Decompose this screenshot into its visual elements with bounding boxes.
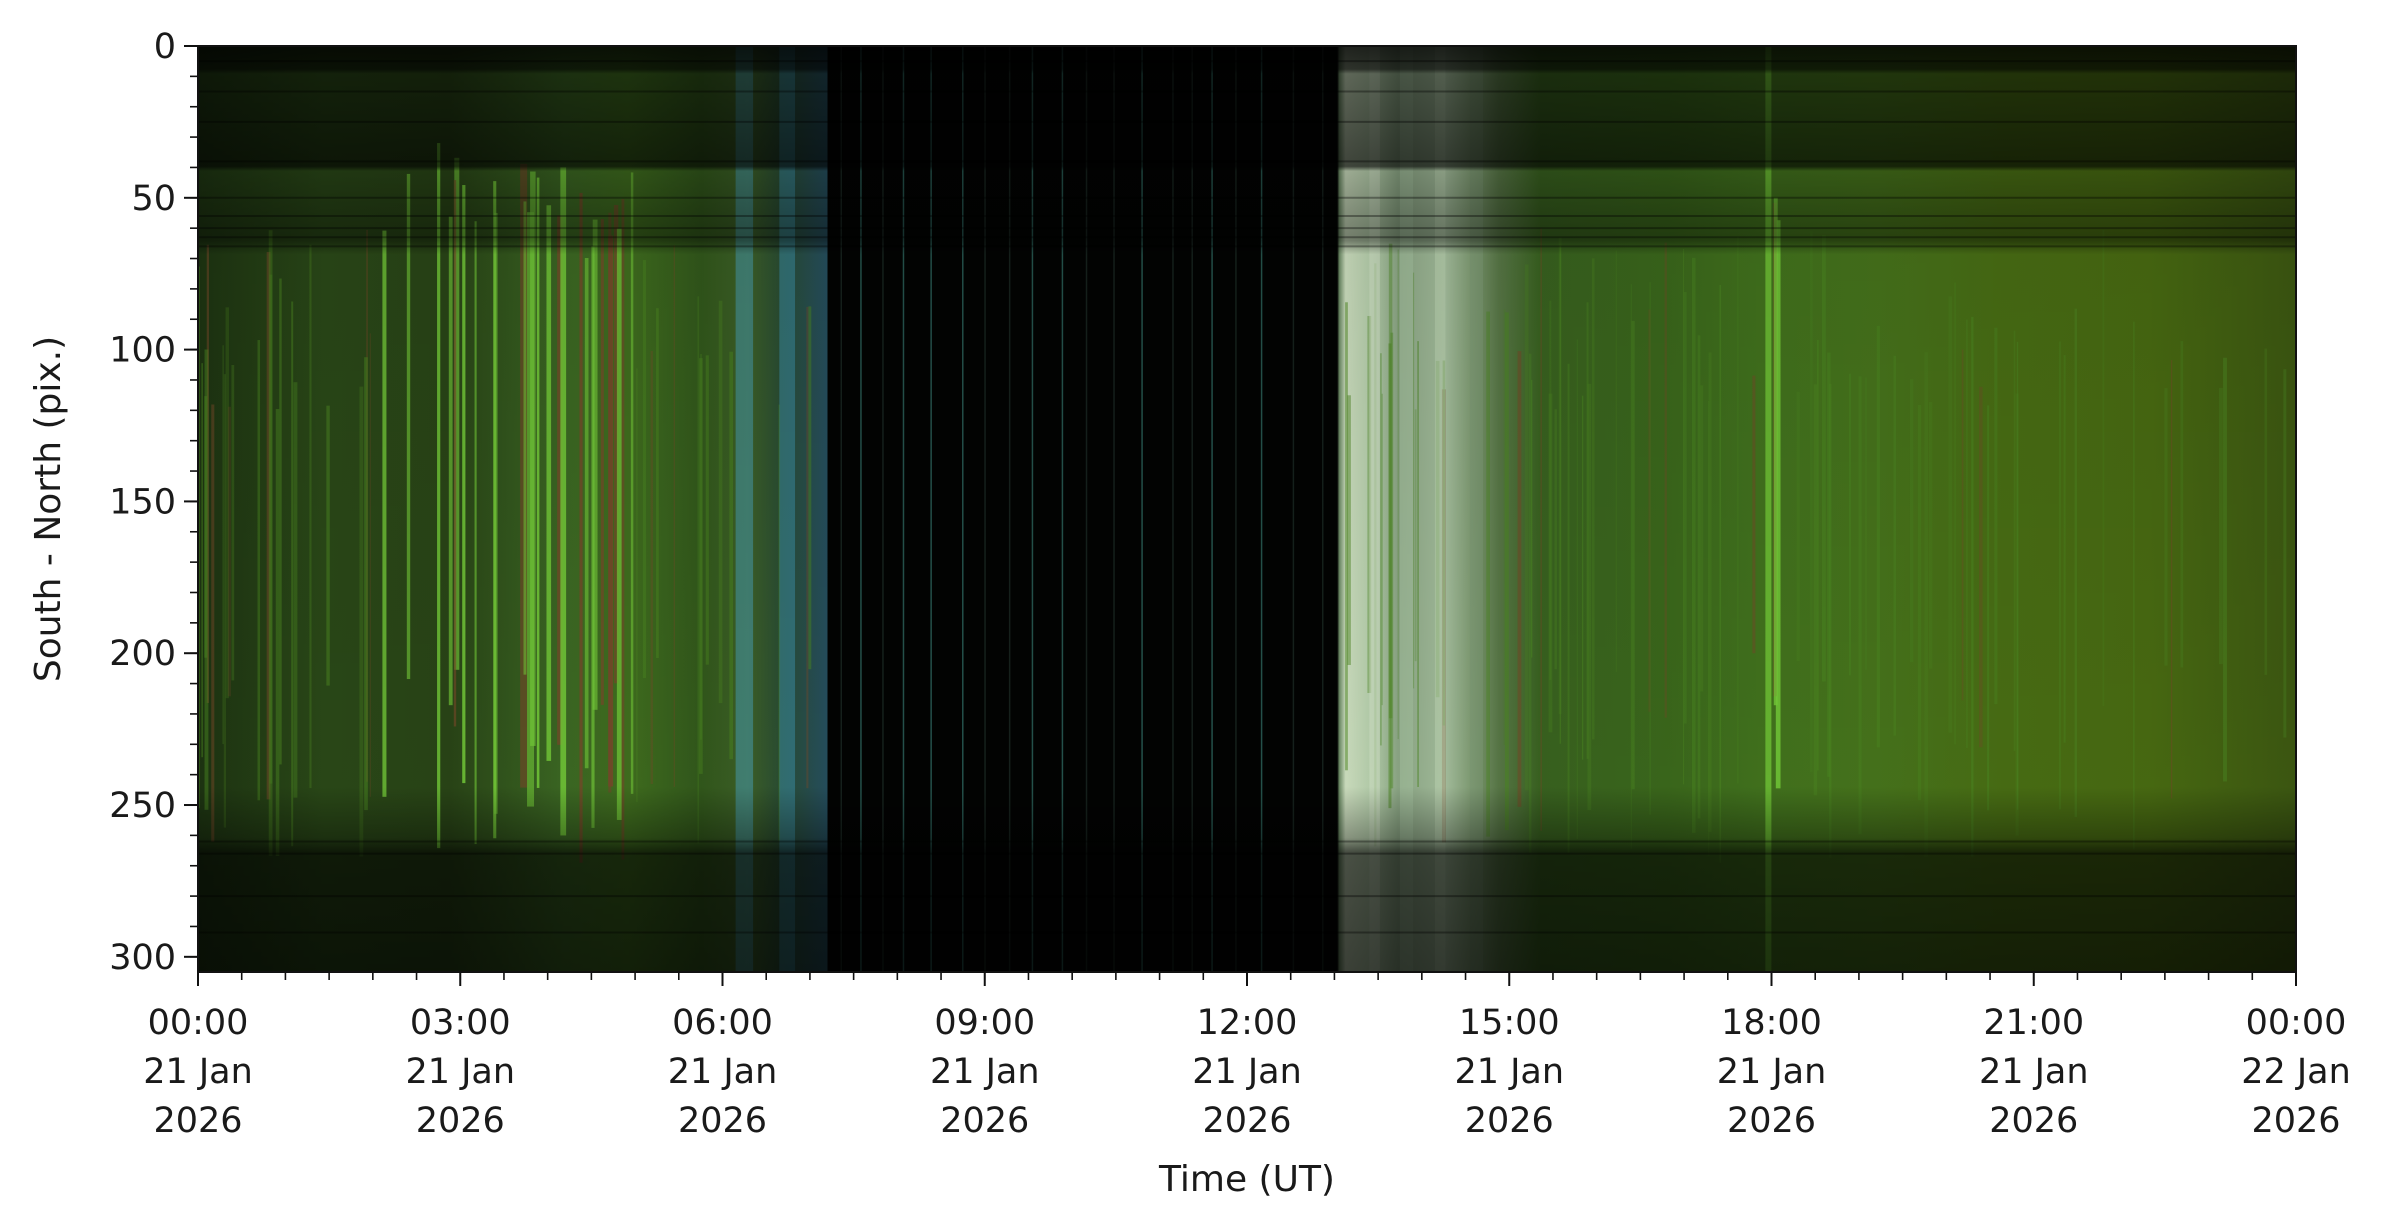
x-tick-label: 06:00 21 Jan 2026 — [668, 1003, 778, 1141]
x-tick-label: 15:00 21 Jan 2026 — [1454, 1003, 1564, 1141]
x-tick-label: 21:00 21 Jan 2026 — [1979, 1003, 2089, 1141]
x-tick-label: 12:00 21 Jan 2026 — [1192, 1003, 1302, 1141]
x-tick-label: 18:00 21 Jan 2026 — [1717, 1003, 1827, 1141]
x-tick-label: 00:00 21 Jan 2026 — [143, 1003, 253, 1141]
y-tick-label: 150 — [109, 482, 176, 522]
x-tick-label: 03:00 21 Jan 2026 — [405, 1003, 515, 1141]
x-tick-label: 09:00 21 Jan 2026 — [930, 1003, 1040, 1141]
y-tick-label: 100 — [109, 331, 176, 371]
horizon-shading — [198, 46, 2296, 972]
plot-area — [198, 46, 2296, 972]
y-axis: 0 50 100 150 200 250 300 — [109, 27, 198, 978]
x-tick-label: 00:00 22 Jan 2026 — [2241, 1003, 2351, 1141]
y-tick-label: 300 — [109, 938, 176, 978]
y-tick-label: 0 — [154, 27, 176, 67]
y-axis-label: South - North (pix.) — [28, 336, 69, 682]
y-tick-label: 250 — [109, 786, 176, 826]
x-axis-label: Time (UT) — [1158, 1159, 1335, 1200]
y-tick-label: 200 — [109, 634, 176, 674]
x-axis: 00:00 21 Jan 2026 03:00 21 Jan 2026 06:00 21 Ja… — [143, 972, 2351, 1141]
row-lines — [198, 60, 2296, 934]
y-tick-label: 50 — [131, 179, 176, 219]
